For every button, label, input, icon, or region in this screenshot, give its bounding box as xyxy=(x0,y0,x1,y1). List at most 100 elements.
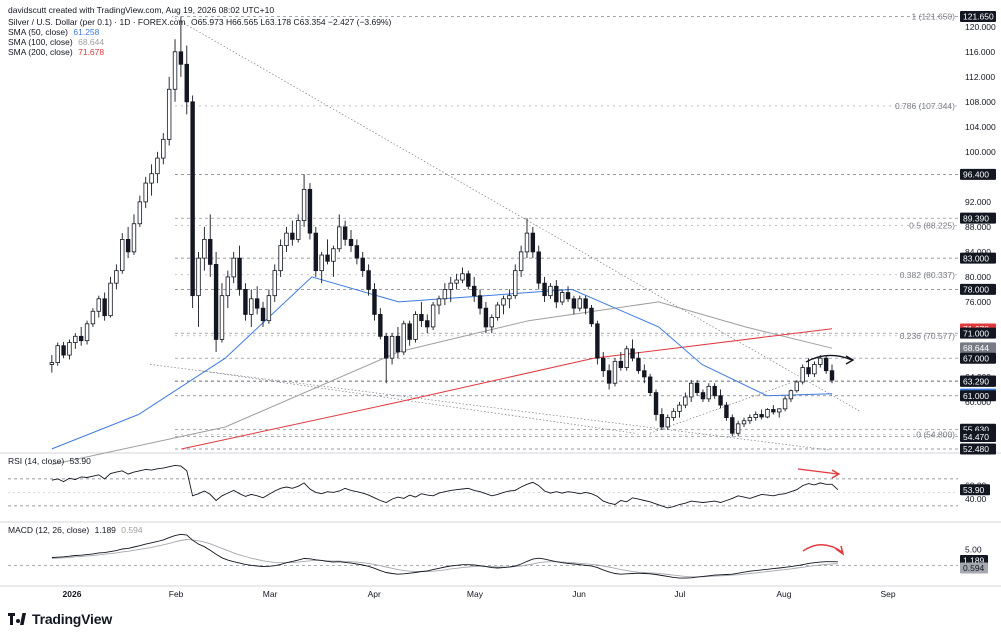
price-axis-tick: 100.000 xyxy=(965,147,996,157)
candle-body xyxy=(354,245,360,259)
candle-body xyxy=(249,298,254,315)
candle-body xyxy=(577,298,582,309)
candle-body xyxy=(794,381,800,392)
candle-body xyxy=(383,335,389,359)
candle-body xyxy=(647,376,653,393)
candle-body xyxy=(554,285,559,303)
candle-body xyxy=(618,360,624,368)
price-tag xyxy=(960,212,996,224)
candle-body xyxy=(131,223,137,253)
candle-body xyxy=(49,362,55,365)
candle-body xyxy=(395,335,401,353)
candle-body xyxy=(254,298,260,309)
sma50-line xyxy=(51,276,833,450)
trendline-support xyxy=(149,364,831,451)
legend-sma50[interactable]: SMA (50, close) 61.258 xyxy=(8,27,99,37)
candle-body xyxy=(407,323,412,340)
candle-body xyxy=(565,292,571,300)
candle-body xyxy=(683,396,688,406)
symbol-name[interactable]: Silver / U.S. Dollar (per 0.1) · 1D · FO… xyxy=(8,17,186,27)
candle-body xyxy=(818,357,823,365)
candle-body xyxy=(190,101,195,297)
candle-body xyxy=(765,409,770,418)
candle-body xyxy=(448,282,453,290)
fib-level-label: 0.5 (88.225) xyxy=(909,220,955,230)
candle-body xyxy=(471,285,477,297)
legend-macd[interactable]: MACD (12, 26, close) 1.189 0.594 xyxy=(8,525,143,535)
candle-body xyxy=(78,335,84,342)
legend-rsi[interactable]: RSI (14, close) 53.90 xyxy=(8,456,91,466)
candle-body xyxy=(507,295,512,300)
macd-annotation-arc xyxy=(802,544,843,553)
candle-body xyxy=(829,370,835,381)
candle-body xyxy=(149,173,154,184)
candle-body xyxy=(454,279,459,284)
annotation-arc-price xyxy=(805,354,853,363)
price-tag xyxy=(960,342,996,354)
candle-body xyxy=(73,335,78,343)
fib-level-label: 0.786 (107.344) xyxy=(895,101,955,111)
candle-body xyxy=(477,295,483,309)
price-axis-tick: 116.000 xyxy=(965,47,995,57)
candle-body xyxy=(636,357,641,372)
candle-body xyxy=(823,357,829,372)
sma200-label: SMA (200, close) xyxy=(8,47,73,57)
candle-body xyxy=(806,367,811,375)
candle-body xyxy=(712,385,717,397)
candle-body xyxy=(389,335,395,359)
price-tag-label: 121.650 xyxy=(963,12,994,22)
candle-body xyxy=(624,348,629,368)
candle-body xyxy=(61,345,66,356)
fib-level-label: 0.382 (80.337) xyxy=(900,270,955,280)
candle-body xyxy=(782,398,788,410)
time-axis-label: Sep xyxy=(880,589,895,599)
candle-body xyxy=(724,404,729,419)
candle-body xyxy=(143,182,148,203)
price-tag-label: 89.390 xyxy=(963,213,989,223)
candle-body xyxy=(90,310,96,325)
price-tag-label: 67.000 xyxy=(963,353,989,363)
candle-body xyxy=(120,238,125,272)
candle-body xyxy=(178,51,184,65)
candle-body xyxy=(331,248,336,262)
candle-body xyxy=(548,285,553,297)
price-tag xyxy=(960,283,996,295)
candle-body xyxy=(489,317,494,328)
candle-body xyxy=(800,367,805,383)
creator-line: davidscutt created with TradingView.com,… xyxy=(8,5,274,15)
rsi-tag-label: 53.90 xyxy=(963,485,985,495)
annotation-arrowhead-price xyxy=(845,355,855,365)
candle-body xyxy=(208,238,213,265)
fib-level-label: 0 (54.800) xyxy=(916,429,955,439)
candle-body xyxy=(342,226,348,240)
price-axis-tick: 104.000 xyxy=(965,122,996,132)
sma200-value: 71.678 xyxy=(78,47,105,57)
candle-body xyxy=(595,323,600,359)
candle-body xyxy=(442,289,448,300)
price-tag-label: 54.470 xyxy=(963,432,989,442)
candle-body xyxy=(788,390,794,400)
legend-sma100[interactable]: SMA (100, close) 68.644 xyxy=(8,37,104,47)
candle-body xyxy=(266,295,272,322)
signal-tag-label: 0.594 xyxy=(963,563,985,573)
creator-text: davidscutt created with TradingView.com,… xyxy=(8,5,275,15)
candle-body xyxy=(530,232,536,253)
price-tag-label: 63.290 xyxy=(963,377,989,387)
candle-body xyxy=(413,314,418,340)
candle-body xyxy=(55,345,60,363)
price-tag xyxy=(960,443,996,455)
sma200-line xyxy=(181,328,833,450)
macd-line xyxy=(51,533,838,579)
candle-body xyxy=(735,423,741,434)
candle-body xyxy=(290,232,295,240)
legend-sma200[interactable]: SMA (200, close) 71.678 xyxy=(8,47,104,57)
candle-body xyxy=(237,257,242,290)
fib-level-label: 1 (121.650) xyxy=(912,11,956,21)
candle-body xyxy=(689,382,694,398)
time-axis-label: Mar xyxy=(263,589,278,599)
candle-body xyxy=(360,257,365,272)
tradingview-brand[interactable]: TradingView xyxy=(8,611,112,627)
time-axis-label: Jul xyxy=(674,589,685,599)
price-axis-tick: 112.000 xyxy=(965,72,995,82)
